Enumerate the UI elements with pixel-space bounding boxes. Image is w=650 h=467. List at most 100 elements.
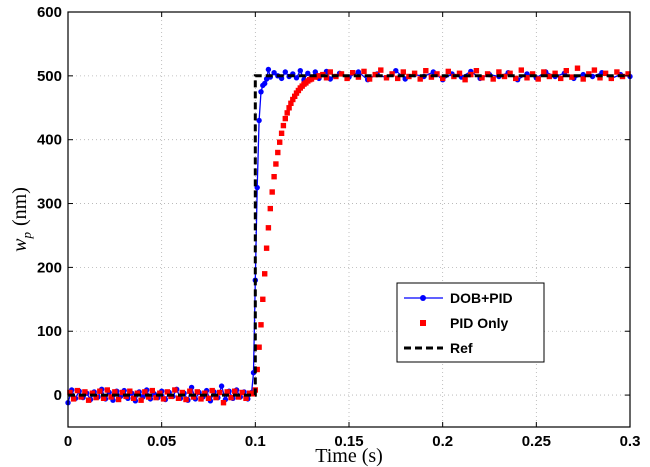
- pid-only-marker: [145, 394, 152, 400]
- pid-only-marker: [74, 387, 81, 394]
- pid-only-marker: [119, 389, 125, 396]
- dob-pid-point: [580, 71, 586, 78]
- pid-only-marker: [256, 344, 262, 350]
- pid-only-marker: [278, 130, 285, 136]
- pid-only-marker: [507, 70, 513, 76]
- pid-only-marker: [484, 71, 491, 77]
- pid-only-marker: [100, 395, 107, 401]
- legend: DOB+PID PID Only Ref: [396, 282, 545, 363]
- pid-only-marker: [501, 73, 508, 80]
- pid-only-marker: [445, 68, 451, 75]
- pid-only-marker: [232, 388, 238, 394]
- pid-only-marker: [78, 394, 84, 400]
- pid-only-marker: [344, 75, 350, 82]
- pid-only-marker: [372, 71, 378, 78]
- pid-only-marker: [490, 76, 496, 82]
- pid-only-marker: [183, 396, 189, 403]
- pid-only-marker: [496, 69, 502, 75]
- pid-only-marker: [157, 390, 163, 396]
- pid-only-marker: [224, 389, 230, 395]
- pid-only-marker: [213, 394, 219, 401]
- pid-only-marker: [282, 115, 288, 122]
- pid-only-marker: [529, 71, 536, 77]
- pid-only-marker: [202, 390, 208, 396]
- y-axis-label: wp (nm): [9, 187, 34, 252]
- pid-only-marker: [85, 397, 92, 403]
- dob-pid-point: [256, 117, 262, 124]
- y-tick-label: 500: [37, 68, 62, 85]
- legend-item-dob-pid: DOB+PID: [404, 290, 513, 306]
- pid-only-marker: [569, 74, 575, 80]
- pid-only-marker: [614, 69, 620, 75]
- pid-only-marker: [67, 389, 73, 396]
- pid-only-marker: [269, 189, 275, 195]
- pid-only-marker: [239, 389, 245, 396]
- pid-only-marker: [198, 396, 204, 402]
- pid-only-marker: [395, 75, 401, 82]
- pid-only-marker: [112, 389, 118, 395]
- pid-only-marker: [271, 174, 277, 180]
- pid-only-marker: [228, 394, 234, 401]
- pid-only-marker: [327, 69, 333, 75]
- legend-label: PID Only: [450, 315, 509, 331]
- pid-only-marker: [417, 76, 423, 82]
- pid-only-marker: [179, 389, 185, 396]
- pid-only-marker: [625, 71, 631, 77]
- pid-only-marker: [411, 70, 418, 76]
- pid-only-marker: [608, 75, 614, 82]
- pid-only-marker: [513, 75, 519, 82]
- pid-only-marker: [70, 396, 77, 402]
- pid-only-marker: [479, 75, 485, 81]
- pid-only-marker: [172, 387, 178, 393]
- pid-only-marker: [277, 139, 283, 145]
- pid-only-marker: [142, 389, 148, 395]
- pid-only-marker: [308, 76, 315, 82]
- pid-only-marker: [286, 105, 292, 111]
- pid-only-marker: [462, 77, 468, 83]
- pid-only-marker: [383, 75, 390, 81]
- y-axis-label-main: w: [9, 238, 31, 252]
- x-tick-label: 0.25: [522, 433, 551, 450]
- pid-only-marker: [190, 394, 197, 400]
- pid-only-marker: [263, 245, 270, 251]
- pid-only-marker: [149, 387, 155, 394]
- series-pid-only: [67, 65, 631, 406]
- pid-only-marker: [518, 67, 524, 73]
- pid-only-marker: [160, 396, 167, 402]
- dob-pid-point: [271, 70, 277, 76]
- pid-only-marker: [153, 394, 159, 401]
- pid-only-marker: [250, 391, 257, 397]
- pid-only-marker: [361, 68, 367, 75]
- ref-line: [68, 74, 630, 397]
- pid-only-marker: [93, 394, 99, 401]
- legend-swatch-marker: [420, 295, 426, 301]
- pid-only-marker: [456, 70, 463, 76]
- pid-only-marker: [104, 387, 110, 393]
- pid-only-marker: [220, 400, 227, 406]
- x-tick-label: 0.2: [432, 433, 453, 450]
- dob-pid-point: [293, 75, 300, 81]
- pid-only-marker: [267, 205, 273, 212]
- legend-label: Ref: [450, 340, 473, 356]
- x-tick-label: 0.3: [620, 433, 641, 450]
- pid-only-marker: [586, 71, 592, 77]
- pid-only-marker: [591, 67, 598, 73]
- pid-only-marker: [574, 65, 581, 71]
- y-tick-label: 400: [37, 132, 62, 149]
- legend-item-ref: Ref: [404, 340, 473, 356]
- pid-only-marker: [260, 296, 266, 302]
- y-tick-label: 100: [37, 323, 62, 340]
- pid-only-marker: [284, 110, 290, 116]
- svg-text:wp(nm): wp (nm): [9, 187, 34, 252]
- legend-label: DOB+PID: [450, 290, 513, 306]
- dob-pid-point: [305, 70, 311, 77]
- pid-only-marker: [563, 68, 569, 74]
- dob-pid-point: [218, 383, 225, 389]
- pid-only-marker: [235, 394, 242, 400]
- pid-only-marker: [323, 75, 330, 81]
- pid-only-marker: [535, 76, 541, 82]
- x-tick-label: 0.1: [245, 433, 266, 450]
- pid-only-marker: [288, 100, 294, 106]
- pid-only-marker: [138, 397, 144, 403]
